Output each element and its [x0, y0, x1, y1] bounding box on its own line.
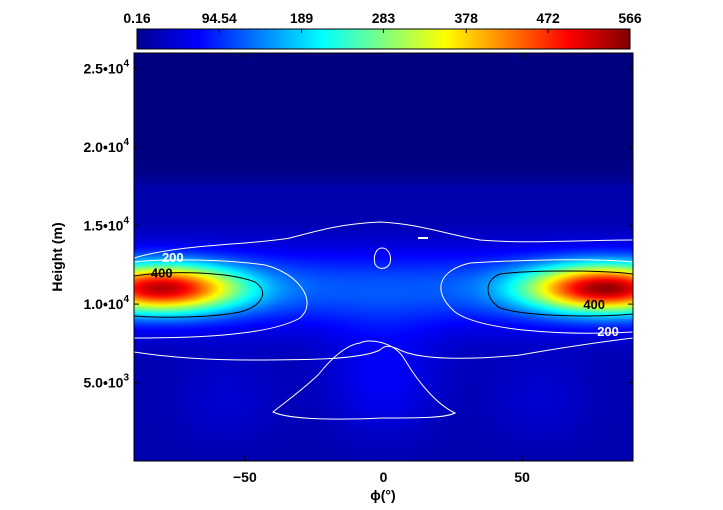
colorbar-tick-label: 94.54 — [202, 10, 237, 26]
contour-lines — [134, 221, 633, 420]
colorbar-tick-label: 283 — [372, 10, 396, 26]
colorbar-ticks: 0.16 94.54 189 283 378 472 566 — [123, 10, 642, 33]
colorbar-tick-label: 378 — [455, 10, 479, 26]
colorbar: 0.16 94.54 189 283 378 472 566 — [123, 10, 642, 50]
contour-400-left — [134, 272, 264, 318]
y-tick-label: 1.0•104 — [84, 294, 130, 312]
y-tick-label: 2.5•104 — [84, 59, 130, 77]
contour-label: 200 — [162, 250, 184, 265]
contour-label: 400 — [583, 297, 605, 312]
contour-200-lower — [272, 340, 457, 420]
x-axis-label: ϕ(°) — [370, 487, 395, 503]
x-tick-label: 50 — [514, 469, 530, 485]
x-tick-label: 0 — [380, 469, 388, 485]
colorbar-tick-label: 472 — [536, 10, 560, 26]
contour-label: 400 — [151, 266, 173, 281]
contour-200-island — [373, 247, 391, 269]
heatmap-field — [134, 53, 633, 461]
y-axis: 5.0•103 1.0•104 1.5•104 2.0•104 2.5•104 — [84, 59, 633, 391]
y-tick-label: 5.0•103 — [84, 373, 130, 391]
y-axis-label: Height (m) — [49, 222, 65, 291]
x-tick-label: −50 — [233, 469, 257, 485]
contour-label: 200 — [597, 324, 619, 339]
x-axis: −50 0 50 — [233, 53, 530, 485]
colorbar-tick-label: 189 — [290, 10, 314, 26]
contour-400-right — [487, 270, 633, 317]
contour-200-left — [134, 259, 308, 339]
contour-200-right — [440, 259, 633, 334]
colorbar-tick-label: 566 — [618, 10, 642, 26]
contour-200-band — [134, 221, 633, 361]
y-tick-label: 1.5•104 — [84, 216, 130, 234]
colorbar-tick-label: 0.16 — [123, 10, 150, 26]
y-tick-label: 2.0•104 — [84, 137, 130, 155]
